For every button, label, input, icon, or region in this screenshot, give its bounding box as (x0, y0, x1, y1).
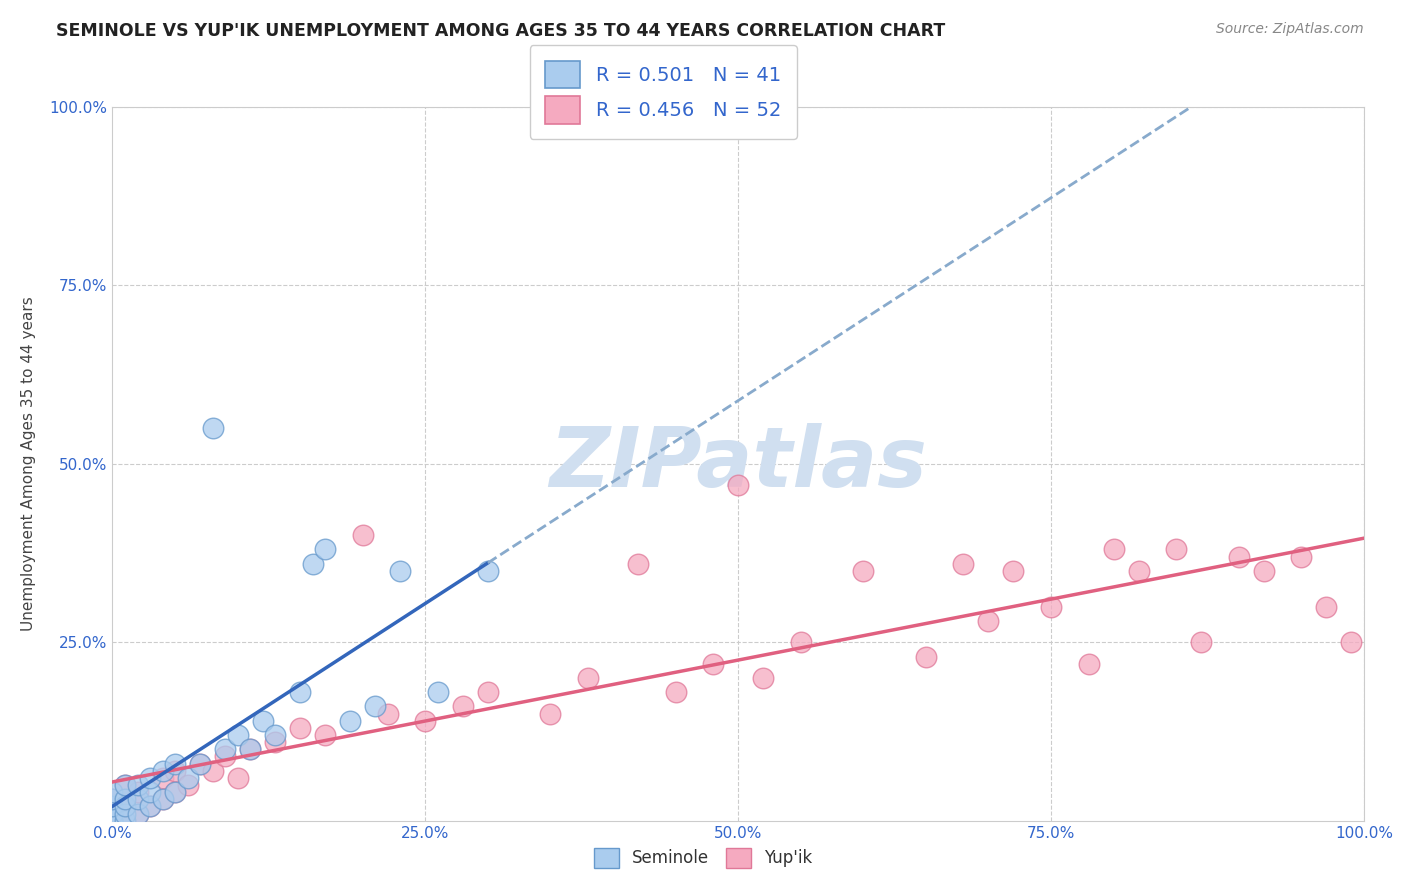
Point (1002, 564, 1025, 578)
Point (426, 685, 449, 699)
Point (1039, 599, 1063, 614)
Point (101, 792, 124, 806)
Point (163, 756, 186, 771)
Point (264, 728, 287, 742)
Point (576, 671, 599, 685)
Point (176, 778, 198, 792)
Point (252, 714, 274, 728)
Text: ZIPatlas: ZIPatlas (550, 424, 927, 504)
Point (114, 778, 136, 792)
Point (114, 814, 136, 828)
Point (163, 764, 186, 778)
Point (139, 799, 162, 814)
Point (214, 742, 236, 756)
Point (101, 806, 124, 821)
Point (1291, 549, 1313, 564)
Point (314, 728, 336, 742)
Point (163, 785, 186, 799)
Point (790, 635, 813, 649)
Point (114, 814, 136, 828)
Point (114, 778, 136, 792)
Point (101, 814, 124, 828)
Point (163, 785, 186, 799)
Point (152, 792, 174, 806)
Point (290, 685, 312, 699)
Point (114, 806, 136, 821)
Point (301, 557, 323, 571)
Point (101, 785, 124, 799)
Point (176, 771, 198, 785)
Point (1164, 542, 1187, 557)
Point (114, 799, 136, 814)
Point (314, 542, 336, 557)
Point (1077, 657, 1099, 671)
Point (389, 564, 412, 578)
Point (101, 814, 124, 828)
Point (101, 792, 124, 806)
Point (114, 792, 136, 806)
Point (201, 764, 224, 778)
Point (239, 742, 262, 756)
Point (139, 799, 162, 814)
Point (127, 806, 149, 821)
Point (664, 685, 686, 699)
Point (127, 785, 149, 799)
Point (915, 649, 938, 664)
Point (1128, 564, 1150, 578)
Point (101, 814, 124, 828)
Point (188, 756, 211, 771)
Point (451, 699, 474, 714)
Point (239, 742, 262, 756)
Point (413, 714, 436, 728)
Point (1340, 635, 1362, 649)
Point (364, 699, 387, 714)
Point (702, 657, 724, 671)
Y-axis label: Unemployment Among Ages 35 to 44 years: Unemployment Among Ages 35 to 44 years (21, 296, 35, 632)
Point (188, 756, 211, 771)
Point (152, 764, 174, 778)
Point (127, 806, 149, 821)
Legend: R = 0.501   N = 41, R = 0.456   N = 52: R = 0.501 N = 41, R = 0.456 N = 52 (530, 45, 797, 139)
Point (1227, 549, 1250, 564)
Point (127, 792, 149, 806)
Point (377, 706, 399, 721)
Text: SEMINOLE VS YUP'IK UNEMPLOYMENT AMONG AGES 35 TO 44 YEARS CORRELATION CHART: SEMINOLE VS YUP'IK UNEMPLOYMENT AMONG AG… (56, 22, 945, 40)
Point (101, 814, 124, 828)
Point (952, 557, 974, 571)
Point (290, 721, 312, 735)
Point (101, 814, 124, 828)
Point (139, 771, 162, 785)
Point (139, 785, 162, 799)
Point (101, 814, 124, 828)
Point (1189, 635, 1212, 649)
Point (101, 814, 124, 828)
Point (1253, 564, 1275, 578)
Point (101, 799, 124, 814)
Point (226, 771, 249, 785)
Point (201, 421, 224, 435)
Point (101, 806, 124, 821)
Point (214, 749, 236, 764)
Point (152, 771, 174, 785)
Point (627, 557, 650, 571)
Point (477, 685, 499, 699)
Point (127, 778, 149, 792)
Point (1315, 599, 1337, 614)
Point (352, 528, 374, 542)
Point (538, 706, 561, 721)
Point (339, 714, 361, 728)
Legend: Seminole, Yup'ik: Seminole, Yup'ik (586, 841, 820, 875)
Point (727, 478, 749, 492)
Point (477, 564, 499, 578)
Point (977, 614, 1000, 628)
Point (752, 671, 775, 685)
Point (152, 792, 174, 806)
Point (114, 799, 136, 814)
Point (1102, 542, 1125, 557)
Point (226, 728, 249, 742)
Point (264, 735, 287, 749)
Point (101, 806, 124, 821)
Point (852, 564, 875, 578)
Text: Source: ZipAtlas.com: Source: ZipAtlas.com (1216, 22, 1364, 37)
